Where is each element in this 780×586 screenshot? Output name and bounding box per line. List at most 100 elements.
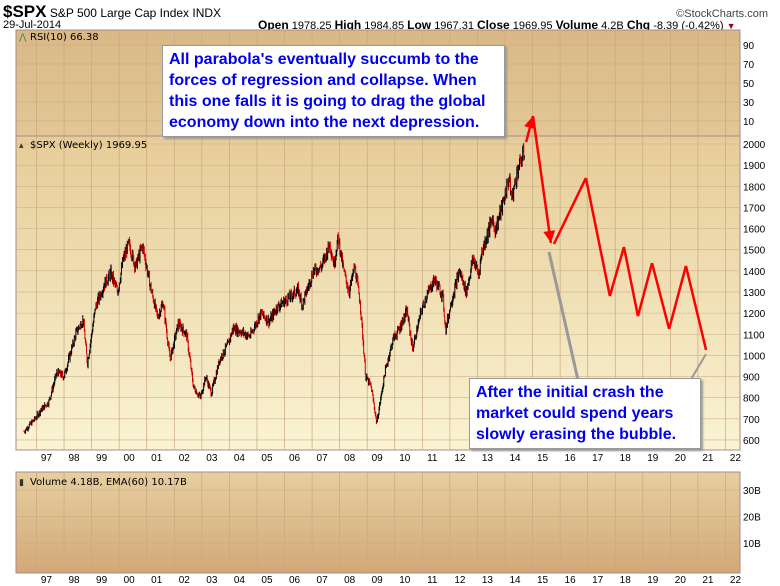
volume-icon: ▮ [19, 477, 24, 487]
x-tick-label: 16 [565, 453, 577, 464]
price-tick-label: 1100 [743, 330, 765, 341]
x-tick-label: 13 [482, 575, 494, 586]
x-tick-label: 08 [344, 575, 356, 586]
x-tick-label: 19 [647, 575, 659, 586]
price-tick-label: 1200 [743, 309, 766, 320]
x-tick-label: 17 [592, 575, 604, 586]
chg-label: Chg [626, 18, 651, 32]
x-tick-label: 97 [41, 453, 53, 464]
volume-tick-label: 20B [743, 513, 761, 524]
x-tick-label: 06 [289, 575, 301, 586]
forecast-line [584, 177, 612, 297]
price-tick-label: 800 [743, 394, 760, 405]
x-tick-label: 11 [427, 453, 438, 464]
price-tick-label: 1600 [743, 225, 766, 236]
x-tick-label: 17 [592, 453, 604, 464]
x-tick-label: 06 [289, 453, 301, 464]
volume-tick-label: 30B [743, 486, 761, 497]
forecast-line [636, 262, 654, 317]
price-tick-label: 700 [743, 415, 760, 426]
chart-title: $SPX S&P 500 Large Cap Index INDX [3, 2, 221, 22]
x-tick-label: 02 [179, 575, 191, 586]
forecast-line [622, 246, 640, 317]
x-tick-label: 02 [179, 453, 191, 464]
x-tick-label: 18 [620, 453, 632, 464]
x-tick-label: 09 [372, 453, 384, 464]
x-tick-label: 07 [317, 575, 329, 586]
close-value: 1969.95 [512, 20, 553, 32]
symbol: $SPX [3, 2, 47, 21]
volume-label: Volume [555, 18, 599, 32]
open-value: 1978.25 [291, 20, 332, 32]
price-tick-label: 2000 [743, 140, 766, 151]
chart-date: 29-Jul-2014 [3, 19, 62, 31]
x-tick-label: 22 [730, 575, 742, 586]
price-tick-label: 600 [743, 436, 760, 447]
volume-panel [15, 471, 741, 574]
high-value: 1984.85 [364, 20, 405, 32]
x-tick-label: 98 [68, 575, 80, 586]
x-tick-label: 12 [454, 575, 466, 586]
price-tick-label: 1900 [743, 161, 766, 172]
price-tick-label: 1400 [743, 267, 766, 278]
close-label: Close [477, 18, 510, 32]
open-label: Open [258, 18, 289, 32]
x-tick-label: 99 [96, 453, 108, 464]
volume-tick-label: 10B [743, 539, 761, 550]
rsi-legend: RSI(10) 66.38 [30, 32, 99, 43]
x-tick-label: 12 [454, 453, 466, 464]
forecast-arrowhead [543, 230, 556, 243]
rsi-tick-label: 50 [743, 79, 755, 90]
rsi-tick-label: 90 [743, 41, 755, 52]
exchange: INDX [192, 6, 222, 20]
x-tick-label: 21 [702, 575, 714, 586]
x-tick-label: 07 [317, 453, 329, 464]
x-tick-label: 05 [261, 575, 273, 586]
high-label: High [334, 18, 362, 32]
price-tick-label: 1000 [743, 351, 766, 362]
x-tick-label: 20 [675, 575, 687, 586]
index-name: S&P 500 Large Cap Index [49, 6, 190, 20]
forecast-line [608, 246, 626, 297]
x-tick-label: 03 [206, 453, 218, 464]
x-tick-label: 15 [537, 453, 549, 464]
annotation-bottom: After the initial crash the market could… [469, 378, 701, 449]
x-tick-label: 22 [730, 453, 742, 464]
rsi-tick-label: 10 [743, 117, 755, 128]
x-tick-label: 03 [206, 575, 218, 586]
x-tick-label: 01 [151, 453, 163, 464]
x-tick-label: 04 [234, 453, 246, 464]
x-tick-label: 10 [399, 453, 411, 464]
volume-value: 4.2B [601, 20, 624, 32]
x-tick-label: 00 [124, 453, 136, 464]
price-icon: ▴ [19, 140, 24, 150]
x-tick-label: 14 [509, 453, 521, 464]
x-tick-label: 18 [620, 575, 632, 586]
brand-logo[interactable]: ©StockCharts.com [676, 8, 768, 20]
price-tick-label: 1800 [743, 182, 766, 193]
x-tick-label: 11 [427, 575, 438, 586]
x-tick-label: 97 [41, 575, 53, 586]
x-tick-label: 15 [537, 575, 549, 586]
low-label: Low [407, 18, 432, 32]
x-tick-label: 98 [68, 453, 80, 464]
forecast-line [667, 265, 688, 330]
low-value: 1967.31 [434, 20, 474, 32]
x-tick-label: 09 [372, 575, 384, 586]
quote-bar: Open 1978.25 High 1984.85 Low 1967.31 Cl… [258, 18, 736, 32]
rsi-tick-label: 30 [743, 98, 755, 109]
price-tick-label: 1300 [743, 288, 766, 299]
x-tick-label: 16 [565, 575, 577, 586]
x-tick-label: 01 [151, 575, 163, 586]
rsi-icon: ⋀ [18, 32, 27, 42]
x-tick-label: 20 [675, 453, 687, 464]
annotation-top: All parabola's eventually succumb to the… [162, 45, 505, 137]
x-tick-label: 14 [509, 575, 521, 586]
x-tick-label: 19 [647, 453, 659, 464]
x-tick-label: 00 [124, 575, 136, 586]
chg-value: -8.39 (-0.42%) [653, 20, 724, 32]
forecast-line [552, 177, 588, 245]
annotation-pointer [547, 251, 580, 381]
forecast-line [650, 262, 671, 330]
price-tick-label: 1500 [743, 246, 766, 257]
